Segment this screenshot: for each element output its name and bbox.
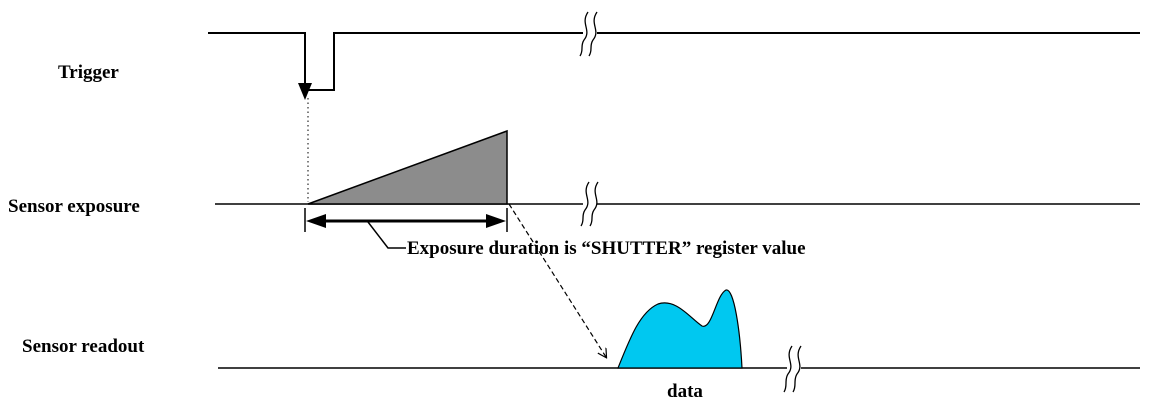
readout-data-waveform — [617, 289, 743, 369]
trigger-falling-edge-arrow — [298, 83, 312, 100]
trigger-signal — [208, 32, 1140, 91]
exposure-to-readout-arrow — [508, 203, 606, 357]
trigger-label: Trigger — [58, 62, 119, 83]
data-label: data — [667, 381, 703, 402]
sensor-readout-label: Sensor readout — [22, 336, 145, 357]
exposure-duration-dimension — [304, 208, 508, 232]
sensor-exposure-label: Sensor exposure — [8, 196, 140, 217]
exposure-ramp — [307, 129, 508, 205]
exposure-line-break-mark — [580, 181, 599, 227]
exposure-duration-note: Exposure duration is “SHUTTER” register … — [407, 238, 806, 259]
exposure-note-leader — [367, 221, 406, 249]
trigger-line-break-mark — [579, 11, 598, 57]
readout-line-break-mark — [783, 345, 802, 393]
